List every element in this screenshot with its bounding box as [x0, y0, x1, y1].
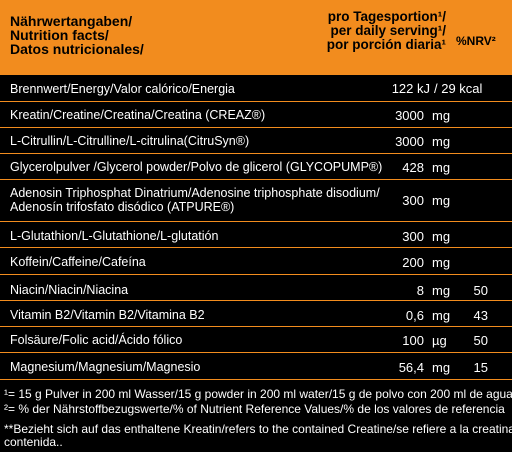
- nutrient-name: Glycerolpulver /Glycerol powder/Polvo de…: [10, 160, 383, 174]
- nutrient-name: Niacin/Niacin/Niacina: [10, 283, 129, 297]
- table-row: Kreatin/Creatine/Creatina/Creatina (CREA…: [0, 102, 512, 128]
- table-row: Niacin/Niacin/Niacina 8 mg 50: [0, 275, 512, 301]
- table-row: Glycerolpulver /Glycerol powder/Polvo de…: [0, 154, 512, 180]
- header-serving-line: por porción diaria¹: [326, 37, 446, 52]
- nutrient-amount: 3000: [395, 134, 424, 149]
- nutrient-amount: 300: [402, 229, 424, 244]
- nutrient-unit: mg: [432, 134, 451, 149]
- header-title-line: Datos nutricionales/: [10, 41, 144, 57]
- header-serving: pro Tagesportion¹/ per daily serving¹/ p…: [327, 10, 446, 52]
- table-row: Magnesium/Magnesium/Magnesio 56,4 mg 15: [0, 353, 512, 380]
- nutrient-name: Brennwert/Energy/Valor calórico/Energia: [10, 82, 235, 96]
- nutrient-name: Kreatin/Creatine/Creatina/Creatina (CREA…: [10, 108, 266, 122]
- nutrient-unit: mg: [432, 283, 451, 298]
- nutrient-amount: 200: [402, 255, 424, 270]
- header-serving-line: per daily serving¹/: [330, 23, 446, 38]
- table-row: Folsäure/Folic acid/Ácido fólico 100 µg …: [0, 327, 512, 353]
- nutrient-unit: mg: [432, 229, 451, 244]
- nutrient-name-line: Adenosin Triphosphat Dinatrium/Adenosine…: [10, 186, 380, 200]
- nutrient-nrv: 43: [473, 308, 488, 323]
- nutrient-name: L-Glutathion/L-Glutathione/L-glutatión: [10, 229, 219, 243]
- nutrient-nrv: 15: [473, 360, 488, 375]
- nutrient-unit: / 29 kcal: [434, 81, 483, 96]
- table-row: Brennwert/Energy/Valor calórico/Energia …: [0, 75, 512, 102]
- nutrient-name: Koffein/Caffeine/Cafeína: [10, 255, 146, 269]
- table-row: L-Glutathion/L-Glutathione/L-glutatión 3…: [0, 222, 512, 248]
- nutrient-name: Vitamin B2/Vitamin B2/Vitamina B2: [10, 308, 205, 322]
- nutrient-name: L-Citrullin/L-Citrulline/L-citrulina(Cit…: [10, 134, 250, 148]
- nutrient-amount: 122 kJ: [391, 81, 430, 96]
- nutrient-name: Adenosin Triphosphat Dinatrium/Adenosine…: [10, 186, 380, 214]
- nutrient-amount: 3000: [395, 108, 424, 123]
- header-title: Nährwertangaben/ Nutrition facts/ Datos …: [10, 14, 144, 56]
- table-row: Adenosin Triphosphat Dinatrium/Adenosine…: [0, 180, 512, 222]
- table-row: L-Citrullin/L-Citrulline/L-citrulina(Cit…: [0, 128, 512, 154]
- nutrient-unit: mg: [432, 160, 451, 175]
- nutrient-amount: 300: [402, 193, 424, 208]
- nutrient-name-line: Adenosín trifosfato disódico (ATPURE®): [10, 200, 235, 214]
- nutrient-unit: mg: [432, 108, 451, 123]
- table-row: Koffein/Caffeine/Cafeína 200 mg: [0, 248, 512, 275]
- header-serving-line: pro Tagesportion¹/: [327, 9, 446, 24]
- nutrient-unit: mg: [432, 255, 451, 270]
- footnote: **Bezieht sich auf das enthaltene Kreati…: [4, 422, 512, 436]
- header-title-line: Nutrition facts/: [10, 27, 109, 43]
- table-header: Nährwertangaben/ Nutrition facts/ Datos …: [0, 0, 512, 75]
- nutrient-unit: mg: [432, 193, 451, 208]
- footnote: ¹= 15 g Pulver in 200 ml Wasser/15 g pow…: [4, 387, 512, 401]
- nutrient-name: Folsäure/Folic acid/Ácido fólico: [10, 333, 183, 347]
- nutrient-amount: 0,6: [405, 308, 424, 323]
- header-nrv: %NRV²: [456, 34, 496, 48]
- nutrient-nrv: 50: [473, 333, 488, 348]
- nutrient-amount: 428: [402, 160, 424, 175]
- nutrient-amount: 100: [402, 333, 424, 348]
- footnote: contenida..: [4, 435, 63, 449]
- nutrient-amount: 8: [416, 283, 424, 298]
- nutrient-nrv: 50: [473, 283, 488, 298]
- nutrient-unit: mg: [432, 360, 451, 375]
- nutrient-name: Magnesium/Magnesium/Magnesio: [10, 360, 201, 374]
- nutrient-unit: µg: [432, 333, 447, 348]
- footnote: ²= % der Nährstoffbezugswerte/% of Nutri…: [4, 402, 505, 416]
- header-title-line: Nährwertangaben/: [10, 13, 133, 29]
- nutrient-unit: mg: [432, 308, 451, 323]
- table-row: Vitamin B2/Vitamin B2/Vitamina B2 0,6 mg…: [0, 301, 512, 327]
- nutrient-amount: 56,4: [398, 360, 424, 375]
